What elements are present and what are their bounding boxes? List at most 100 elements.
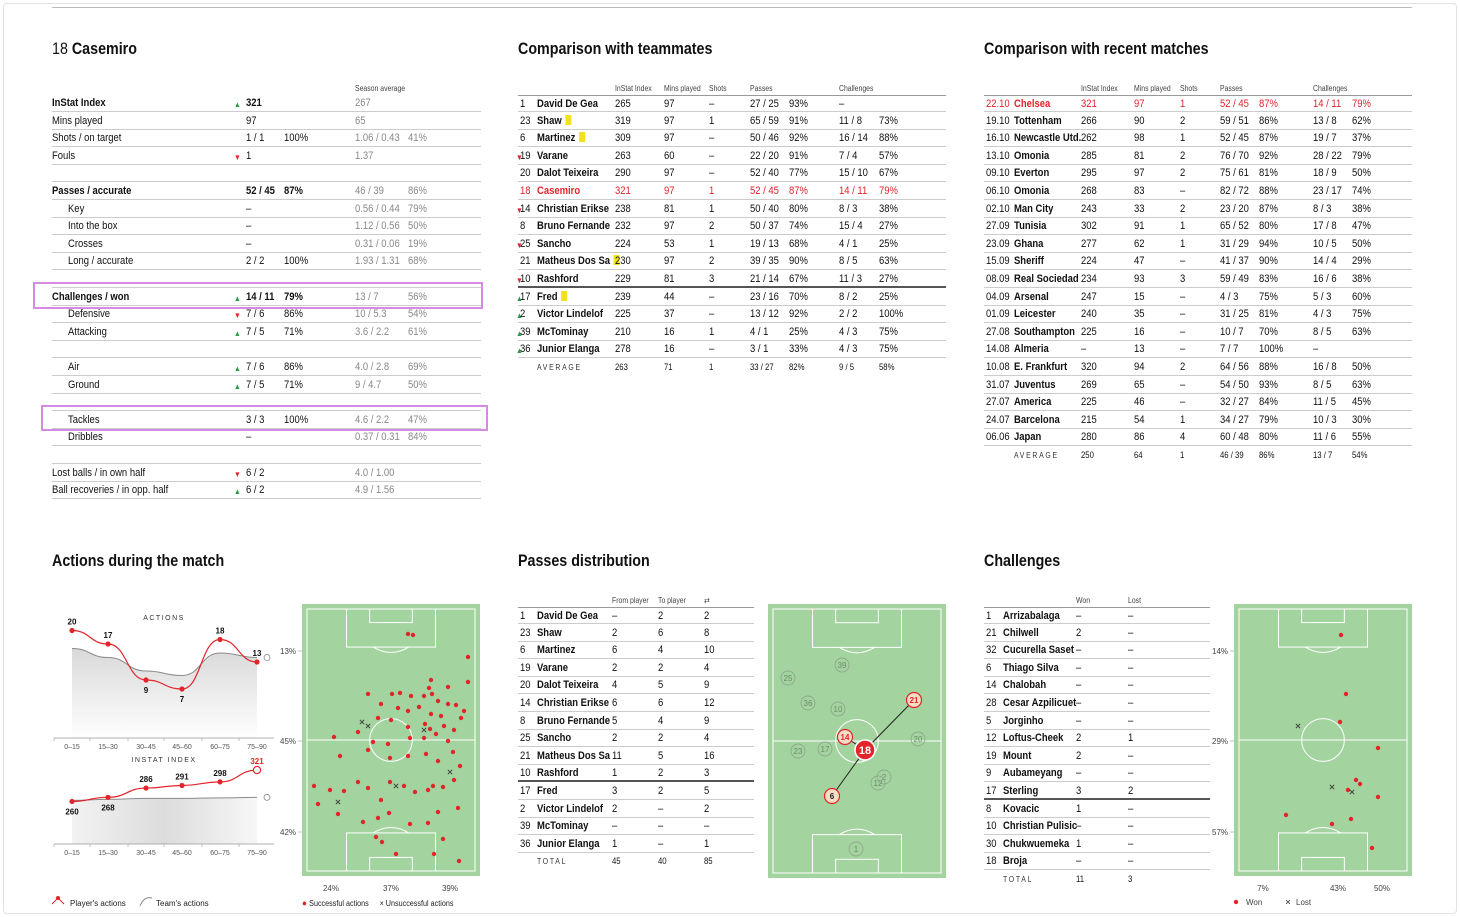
bottom-arc <box>838 828 876 836</box>
passes: 23 / 20 <box>1220 202 1249 215</box>
instat-index: 319 <box>615 114 631 127</box>
successful-action-dot <box>440 836 446 842</box>
passes-sum: – <box>704 820 710 833</box>
passes: 52 / 40 <box>750 167 779 180</box>
average-value: 250 <box>1081 450 1094 460</box>
player-node: 10 <box>830 701 846 717</box>
player-name: Junior Elanga <box>537 837 600 850</box>
challenges-pct: 38% <box>1352 273 1371 285</box>
opponent: Japan <box>1014 431 1042 444</box>
stat-season-pct: 47% <box>408 413 427 426</box>
shots: – <box>1180 308 1186 321</box>
opponent: E. Frankfurt <box>1014 361 1068 373</box>
opponent: Barcelona <box>1014 413 1060 426</box>
match-date: 31.07 <box>986 378 1010 391</box>
challenges-pct: 38% <box>1352 202 1371 215</box>
stat-season-avg: 4.0 / 1.00 <box>355 466 395 479</box>
player-node: 12 <box>870 775 886 791</box>
successful-action-dot <box>433 731 439 737</box>
challenges: 11 / 8 <box>839 114 862 127</box>
mins-played: 44 <box>664 290 675 303</box>
challenges: 23 / 17 <box>1313 185 1342 197</box>
recent-match-row: 22.10 Chelsea 321 97 1 52 / 45 87% 14 / 11 79% <box>984 95 1412 112</box>
stat-label: Ball recoveries / in opp. half <box>52 484 169 497</box>
passes: 82 / 72 <box>1220 185 1249 197</box>
player-point <box>105 794 111 800</box>
successful-action-dot <box>458 715 464 721</box>
player-number: 25 <box>520 237 531 250</box>
passes: 64 / 56 <box>1220 361 1249 373</box>
teammates-header: InStat Index <box>615 84 652 93</box>
node-label: 39 <box>838 661 847 670</box>
passes-from: – <box>612 610 618 622</box>
passes: 59 / 49 <box>1220 273 1249 285</box>
stat-label: Passes / accurate <box>52 185 132 197</box>
passes-pct: 84% <box>1259 396 1278 409</box>
passes-from: 5 <box>612 714 618 727</box>
player-value-label: 17 <box>104 631 113 640</box>
won: 3 <box>1076 785 1082 797</box>
yellow-card-icon <box>578 132 585 143</box>
shots: 1 <box>709 202 715 215</box>
instat-index: 243 <box>1081 202 1097 215</box>
challenges: 8 / 3 <box>1313 202 1332 215</box>
passes-pct: 77% <box>789 167 808 180</box>
opponent: Everton <box>1014 167 1050 180</box>
passes-from: 3 <box>612 785 618 797</box>
player-name: Victor Lindelof <box>537 308 604 321</box>
player-number: 21 <box>520 749 531 762</box>
successful-action-dot <box>451 777 457 783</box>
stat-value: – <box>246 202 252 215</box>
stat-season-pct: 50% <box>408 378 427 391</box>
player-point <box>179 686 185 692</box>
fail-legend-label: Unsuccessful actions <box>385 899 454 908</box>
challenge-row: 8 Kovacic 1 – <box>984 801 1210 818</box>
pass-row: 6 Martinez 6 4 10 <box>518 642 754 660</box>
passes-to: – <box>658 802 664 815</box>
match-date: 06.06 <box>986 431 1010 444</box>
player-point <box>217 779 223 785</box>
passes: 50 / 40 <box>750 202 779 215</box>
passes: 54 / 50 <box>1220 378 1249 391</box>
player-number: 20 <box>520 167 531 180</box>
instat-index: 238 <box>615 202 631 215</box>
teammates-header: Mins played <box>664 84 701 93</box>
challenges-pct: 55% <box>1352 431 1371 444</box>
passes-pct: 25% <box>789 325 808 338</box>
passes-table: From player To player ⇄ 1 David De Gea –2 2 23 S… <box>518 596 754 876</box>
team-area <box>72 648 257 738</box>
won: 2 <box>1076 732 1082 745</box>
up-arrow-icon: ▲ <box>234 381 241 391</box>
challenges-pct: 73% <box>879 114 898 127</box>
player-name: Casemiro <box>71 39 137 58</box>
stat-season-pct: 84% <box>408 431 427 444</box>
node-label: 23 <box>794 747 803 756</box>
passes-to: 2 <box>658 767 664 780</box>
recent-match-row: 13.10 Omonia 285 81 2 76 / 70 92% 28 / 22 79% <box>984 148 1412 165</box>
passes-title: Passes distribution <box>518 551 650 570</box>
passes: 3 / 1 <box>750 343 769 356</box>
team-legend-label: Team's actions <box>156 899 209 908</box>
lost: – <box>1128 644 1134 657</box>
player-number: 14 <box>520 202 531 215</box>
mins-played: 97 <box>1134 98 1145 110</box>
player-name: Matheus Dos Sa <box>537 255 620 268</box>
successful-action-dot <box>423 751 429 757</box>
passes-pct: 70% <box>789 290 808 303</box>
passes: 23 / 16 <box>750 290 779 303</box>
mins-played: 86 <box>1134 431 1145 444</box>
down-arrow-icon: ▼ <box>234 469 241 479</box>
passes-to: 4 <box>658 714 664 727</box>
lost: – <box>1128 697 1134 709</box>
challenges-pct: 50% <box>1352 237 1371 250</box>
passes-pct: 88% <box>1259 185 1278 197</box>
player-number: 23 <box>520 626 531 639</box>
player-point <box>69 798 75 805</box>
successful-action-dot <box>370 739 376 745</box>
stat-row: Mins played 97 65 <box>52 113 481 130</box>
inactive-node <box>817 741 833 757</box>
stat-value: 7 / 5 <box>246 378 265 391</box>
average-value: 86% <box>1259 450 1275 460</box>
stat-value: 14 / 11 <box>246 290 275 303</box>
challenges-pct: 45% <box>1352 396 1371 409</box>
